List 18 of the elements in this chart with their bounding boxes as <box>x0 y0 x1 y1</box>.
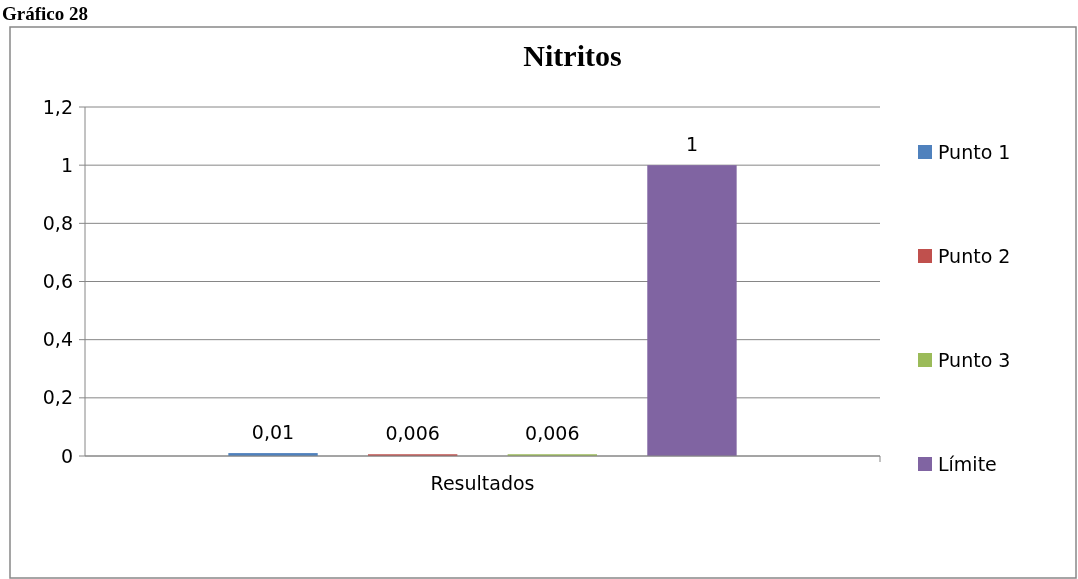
x-tick-label: Resultados <box>430 472 535 494</box>
y-tick-label: 0,2 <box>42 386 73 409</box>
legend-label: Punto 1 <box>938 140 1011 163</box>
chart-title: Nitritos <box>523 39 622 72</box>
data-label: 0,006 <box>385 422 440 445</box>
y-tick-label: 1,2 <box>42 95 73 118</box>
data-label: 0,01 <box>251 421 295 444</box>
legend-label: Punto 2 <box>938 244 1011 267</box>
legend-label: Límite <box>938 452 997 475</box>
y-tick-label: 1 <box>60 153 73 176</box>
y-tick-label: 0,8 <box>42 211 73 234</box>
legend-label: Punto 3 <box>938 348 1011 371</box>
text: Gráfico 28 <box>2 3 89 24</box>
y-tick-label: 0,6 <box>42 270 73 293</box>
data-label: 0,006 <box>525 422 580 445</box>
data-label: 1 <box>685 133 699 156</box>
y-tick-label: 0,4 <box>42 328 73 351</box>
y-tick-label: 0 <box>60 444 73 467</box>
